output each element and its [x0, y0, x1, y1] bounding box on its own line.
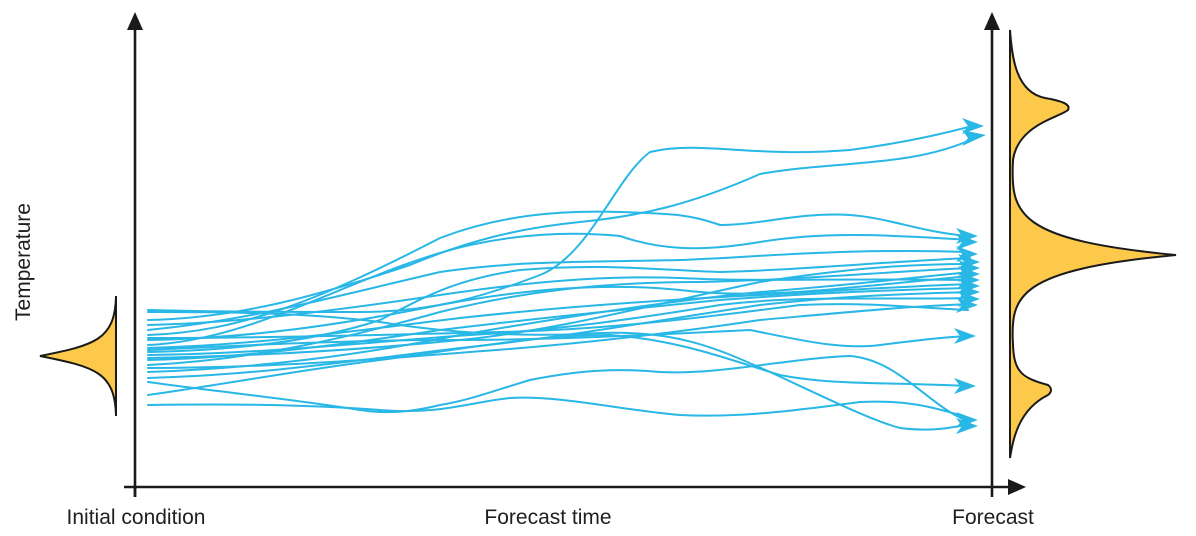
initial-condition-label: Initial condition — [67, 506, 206, 529]
trajectory-arrowhead — [956, 418, 978, 434]
trajectory-line — [147, 137, 976, 321]
trajectory-line — [147, 249, 971, 331]
trajectory-arrowhead — [956, 297, 978, 313]
trajectory-line — [147, 287, 971, 361]
trajectory-line — [147, 303, 969, 339]
trajectory-arrowheads — [954, 118, 986, 434]
trajectory-line — [147, 257, 971, 353]
forecast-label: Forecast — [952, 506, 1034, 529]
trajectory-line — [147, 276, 971, 326]
trajectory-line — [147, 275, 971, 341]
trajectory-line — [147, 297, 973, 356]
trajectory-line — [147, 396, 969, 419]
forecast-time-label: Forecast time — [484, 506, 611, 529]
trajectory-line — [147, 210, 969, 336]
trajectory-line — [147, 232, 971, 346]
temperature-axis-label: Temperature — [12, 203, 35, 321]
trajectory-line — [147, 333, 969, 396]
trajectory-arrowhead — [956, 234, 978, 250]
trajectory-line — [147, 263, 971, 359]
forecast-axis-arrowhead — [984, 12, 1000, 30]
trajectory-arrowhead — [962, 130, 986, 146]
ensemble-trajectories — [147, 125, 976, 431]
trajectory-arrowhead — [954, 378, 976, 394]
time-axis-arrowhead — [1008, 479, 1026, 495]
temperature-axis-arrowhead — [127, 12, 143, 30]
trajectory-arrowhead — [962, 118, 984, 134]
trajectory-arrowhead — [954, 328, 976, 344]
trajectory-line — [147, 125, 973, 314]
trajectory-line — [147, 303, 973, 369]
initial-distribution-curve — [39, 295, 117, 417]
trajectory-line — [147, 291, 971, 379]
forecast-distribution-curve — [1009, 29, 1177, 459]
trajectory-line — [147, 311, 971, 431]
